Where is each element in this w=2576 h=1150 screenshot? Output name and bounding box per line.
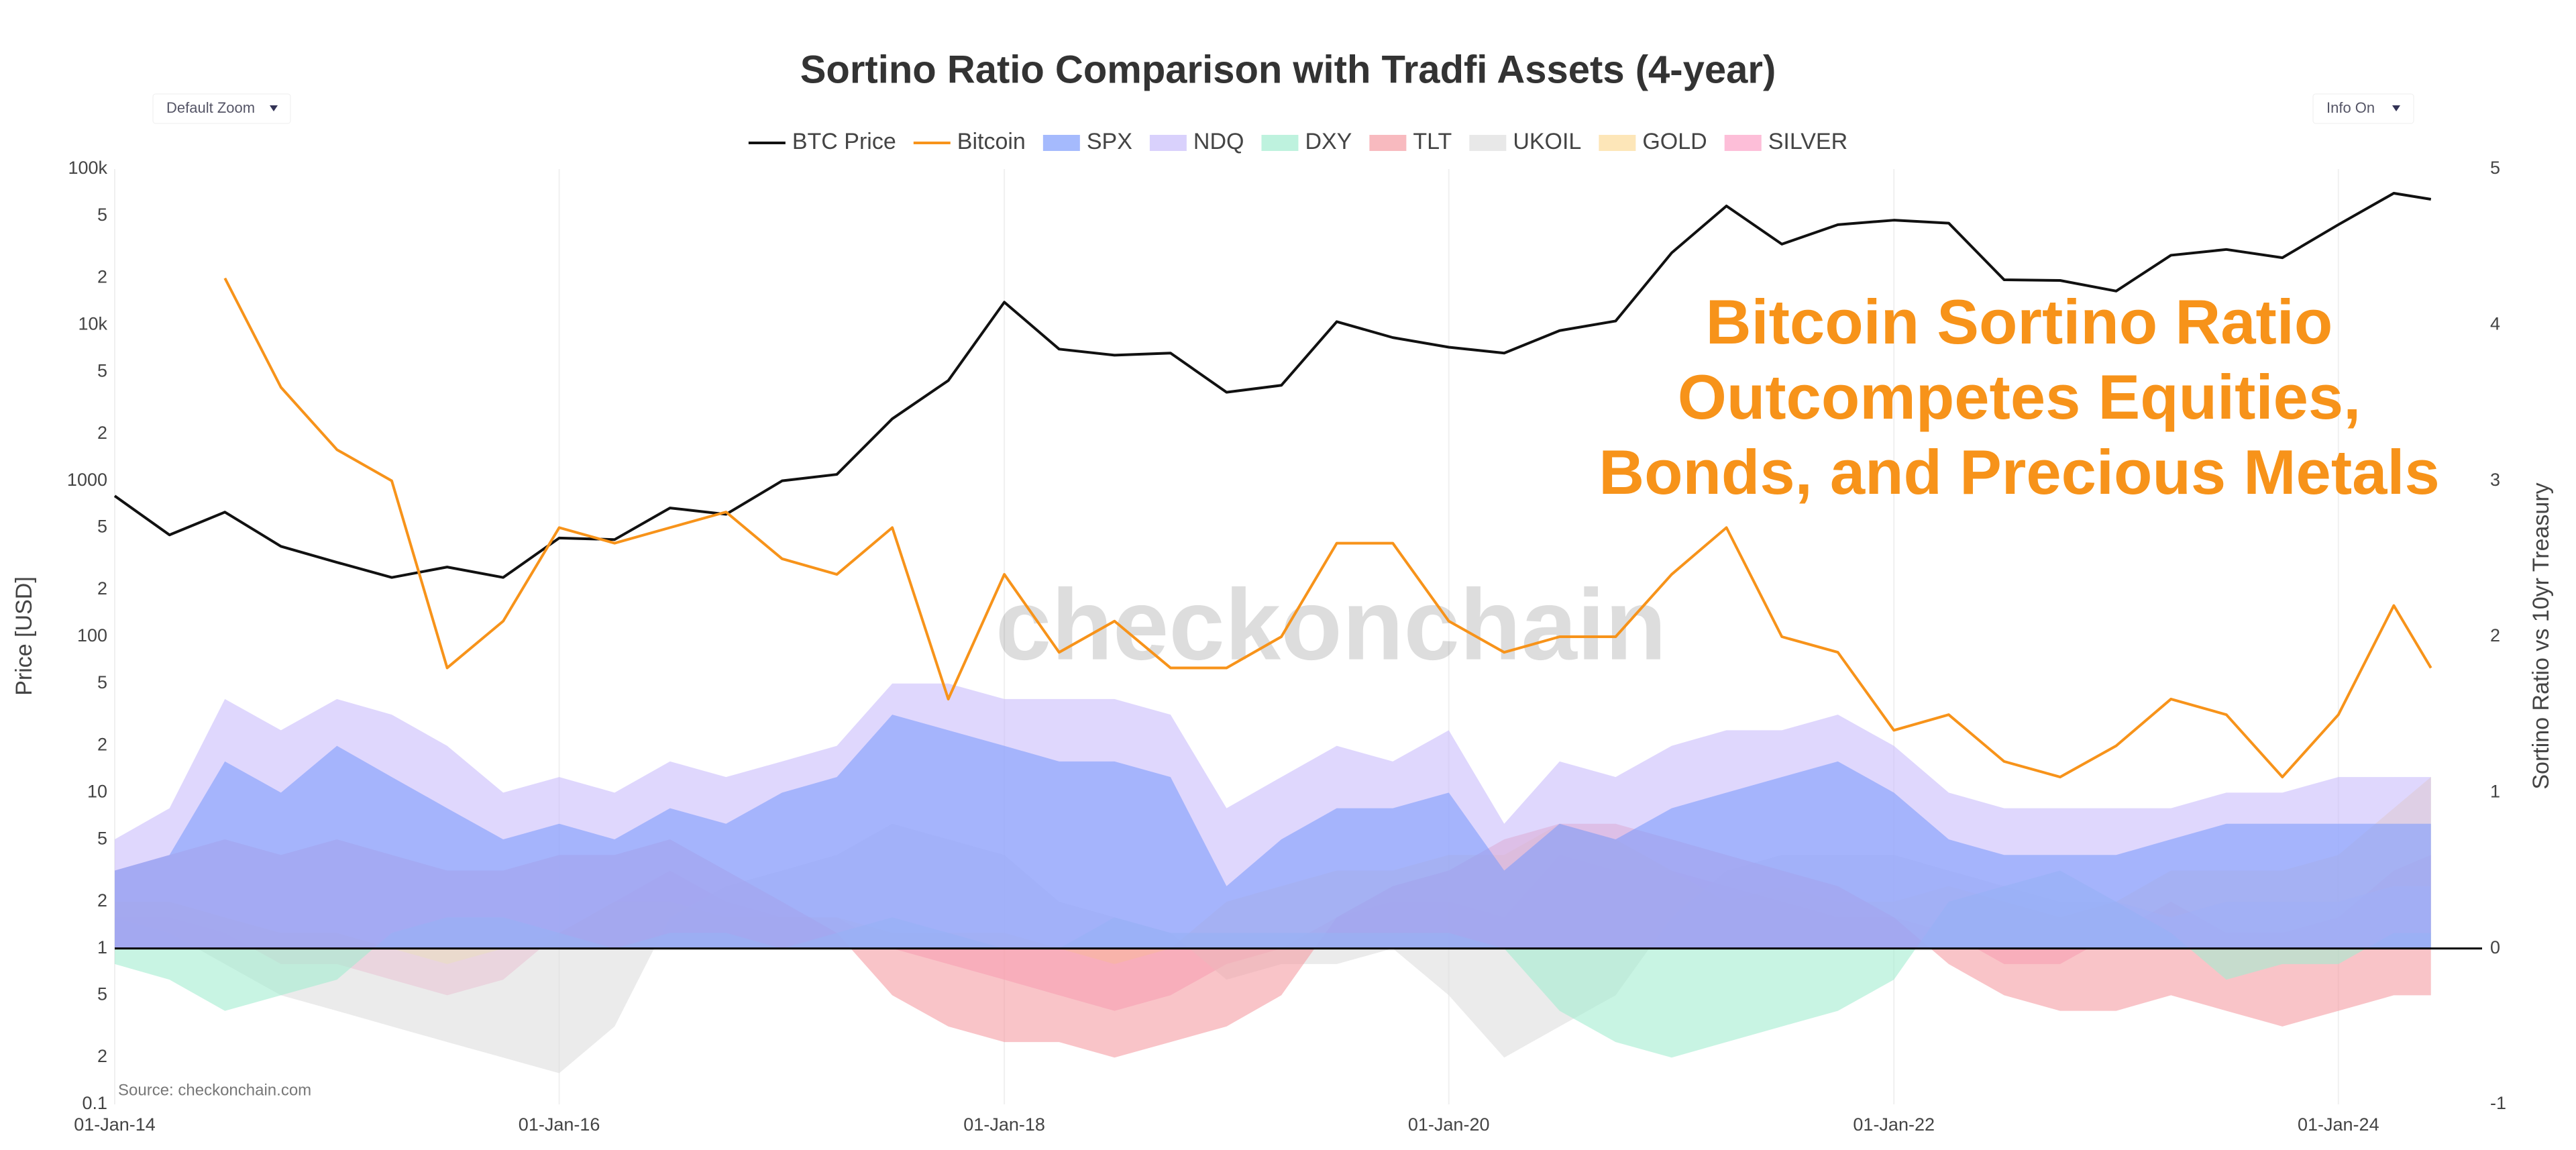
legend-label: UKOIL <box>1513 129 1581 154</box>
y-tick-label: 2 <box>97 423 107 443</box>
y-tick-label: 5 <box>97 517 107 537</box>
y2-tick-label: 5 <box>2490 158 2500 178</box>
y-tick-label: 10k <box>78 313 107 333</box>
legend-label: SILVER <box>1768 129 1847 154</box>
y-tick-label: 5 <box>97 828 107 848</box>
legend-swatch <box>1724 135 1762 151</box>
legend-swatch <box>1149 135 1187 151</box>
area <box>115 715 2431 949</box>
button-label[interactable]: Info On <box>2326 99 2375 116</box>
button-box[interactable] <box>2312 93 2414 124</box>
y-tick-label: 2 <box>97 890 107 910</box>
legend-item: GOLD <box>1599 129 1707 154</box>
y-tick-label: 100 <box>77 625 107 645</box>
y2-tick-label: 3 <box>2490 470 2500 490</box>
legend-item: BTC Price <box>748 129 896 154</box>
x-tick-label: 01-Jan-24 <box>2298 1114 2379 1135</box>
line <box>223 277 2432 779</box>
y2-tick-label: 0 <box>2490 937 2500 957</box>
y2-tick-label: 2 <box>2490 625 2500 645</box>
legend-item: SILVER <box>1724 129 1847 154</box>
legend-item: SPX <box>1042 129 1132 154</box>
legend-label: NDQ <box>1193 129 1244 154</box>
legend-swatch <box>1469 135 1507 151</box>
x-tick-label: 01-Jan-18 <box>963 1114 1045 1135</box>
y-tick-label: 5 <box>97 205 107 225</box>
legend-item: DXY <box>1261 129 1352 154</box>
y-tick-label: 1 <box>97 937 107 957</box>
y-tick-label: 1000 <box>67 470 107 490</box>
x-tick-label: 01-Jan-20 <box>1408 1114 1490 1135</box>
legend-swatch <box>1261 135 1299 151</box>
y2-tick-label: 1 <box>2490 781 2500 801</box>
y-tick-label: 5 <box>97 672 107 692</box>
y-tick-label: 5 <box>97 360 107 380</box>
y-tick-label: 5 <box>97 984 107 1004</box>
y2-tick-label: 4 <box>2490 313 2500 333</box>
annotation-line: Bitcoin Sortino Ratio <box>1706 286 2333 357</box>
button-box[interactable] <box>152 93 291 124</box>
button-label[interactable]: Default Zoom <box>166 99 255 116</box>
y-tick-label: 2 <box>97 735 107 755</box>
y-tick-label: 2 <box>97 267 107 287</box>
x-tick-label: 01-Jan-14 <box>74 1114 156 1135</box>
lines <box>113 191 2432 779</box>
areas <box>115 683 2431 1074</box>
legend-label: DXY <box>1305 129 1352 154</box>
annotation-line: Bonds, and Precious Metals <box>1599 437 2440 507</box>
legend-swatch <box>1042 135 1080 151</box>
y-tick-label: 10 <box>87 781 107 801</box>
watermark: checkonchain <box>996 568 1666 681</box>
x-tick-label: 01-Jan-22 <box>1853 1114 1935 1135</box>
dropdown-arrow[interactable] <box>2392 105 2400 111</box>
legend-label: Bitcoin <box>957 129 1026 154</box>
legend-label: SPX <box>1087 129 1132 154</box>
legend-label: GOLD <box>1642 129 1707 154</box>
y-tick-label: 2 <box>97 578 107 598</box>
source-note: Source: checkonchain.com <box>118 1081 311 1099</box>
y2-tick-label: -1 <box>2490 1093 2506 1113</box>
y2-axis-title: Sortino Ratio vs 10yr Treasury <box>2528 482 2554 789</box>
y-tick-label: 0.1 <box>82 1093 107 1113</box>
annotation-line: Outcompetes Equities, <box>1678 362 2361 432</box>
line <box>113 191 2432 579</box>
dropdown-arrow[interactable] <box>270 105 278 111</box>
legend: BTC Price Bitcoin SPX NDQ DXY TLT UKOIL GOLD SIL… <box>748 129 1847 154</box>
legend-swatch <box>1369 135 1407 151</box>
chart-title: Sortino Ratio Comparison with Tradfi Ass… <box>800 48 1776 91</box>
legend-item: NDQ <box>1149 129 1244 154</box>
legend-item: UKOIL <box>1469 129 1581 154</box>
x-tick-label: 01-Jan-16 <box>519 1114 600 1135</box>
info-button[interactable]: Info On <box>2312 93 2414 124</box>
y-tick-label: 2 <box>97 1046 107 1066</box>
legend-label: BTC Price <box>792 129 896 154</box>
ticks: 01-Jan-14 01-Jan-16 01-Jan-18 01-Jan-20 01-J… <box>67 158 2506 1135</box>
zoom-button[interactable]: Default Zoom <box>152 93 291 124</box>
legend-item: TLT <box>1369 129 1452 154</box>
y-tick-label: 100k <box>68 158 107 178</box>
legend-swatch <box>1599 135 1636 151</box>
legend-label: TLT <box>1413 129 1452 154</box>
y-axis-title: Price [USD] <box>11 576 37 696</box>
legend-item: Bitcoin <box>913 129 1026 154</box>
